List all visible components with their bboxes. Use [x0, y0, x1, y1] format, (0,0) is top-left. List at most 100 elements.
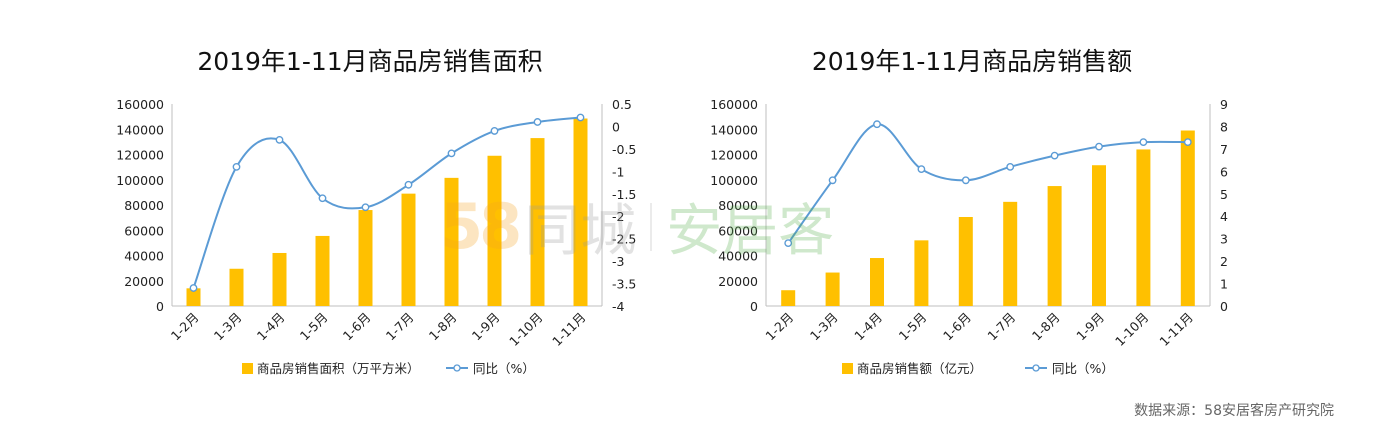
left-tick-label: 20000 [718, 274, 758, 289]
right-tick-label: -3 [612, 254, 624, 269]
x-tick-label: 1-5月 [896, 310, 930, 344]
yoy-point-1-6月 [961, 176, 970, 185]
data-source: 数据来源：58安居客房产研究院 [1134, 403, 1334, 419]
x-tick-label: 1-8月 [1029, 310, 1063, 344]
left-tick-label: 100000 [116, 173, 164, 188]
x-tick-label: 1-11月 [1156, 310, 1196, 350]
legend-bar-swatch [242, 363, 253, 374]
left-tick-label: 40000 [124, 249, 164, 264]
bar-1-10月 [530, 138, 545, 306]
bar-1-3月 [825, 272, 840, 306]
x-tick-label: 1-6月 [340, 310, 374, 344]
area-chart: 0 20000 40000 60000 80000 100000 120000 140000 1… [116, 97, 636, 376]
left-tick-label: 60000 [124, 223, 164, 238]
right-tick-label: 4 [1220, 209, 1228, 224]
right-tick-label: 6 [1220, 164, 1228, 179]
right-tick-label: 1 [1220, 277, 1228, 292]
right-tick-label: -3.5 [612, 277, 636, 292]
yoy-point-1-2月 [189, 284, 198, 292]
right-tick-label: -1.5 [612, 187, 636, 202]
x-tick-label: 1-5月 [297, 310, 331, 344]
yoy-point-1-8月 [447, 149, 456, 158]
legend-bar-label: 商品房销售额（亿元） [857, 361, 982, 376]
yoy-point-1-7月 [1006, 162, 1015, 171]
bar-1-9月 [1092, 165, 1106, 306]
right-tick-label: 7 [1220, 142, 1228, 157]
x-tick-label: 1-2月 [762, 310, 796, 344]
bar-1-5月 [315, 235, 330, 306]
yoy-point-1-9月 [490, 127, 499, 135]
yoy-point-1-5月 [917, 165, 926, 173]
left-tick-label: 160000 [116, 97, 164, 112]
right-tick-label: -4 [612, 299, 625, 314]
yoy-point-1-11月 [576, 113, 585, 122]
x-tick-label: 1-2月 [168, 310, 202, 344]
left-tick-label: 140000 [710, 122, 758, 137]
yoy-point-1-10月 [1139, 138, 1148, 147]
bar-1-6月 [358, 210, 373, 306]
left-tick-label: 20000 [124, 274, 164, 289]
right-tick-label: 8 [1220, 119, 1228, 134]
chart-title-sales: 2019年1-11月商品房销售额 [811, 47, 1133, 76]
chart-title-area: 2019年1-11月商品房销售面积 [197, 47, 543, 76]
left-tick-label: 120000 [116, 148, 164, 163]
right-tick-label: 0 [612, 119, 620, 134]
right-tick-label: 0.5 [612, 97, 632, 112]
bar-1-8月 [1047, 186, 1062, 306]
bar-1-2月 [781, 290, 796, 306]
right-tick-label: -2.5 [612, 232, 636, 247]
left-tick-label: 40000 [718, 249, 758, 264]
bar-1-5月 [914, 240, 929, 306]
bar-1-9月 [487, 155, 502, 306]
sales-chart: 0 20000 40000 60000 80000 100000 120000 140000 1… [710, 97, 1228, 376]
right-tick-label: -1 [612, 164, 624, 179]
right-tick-label: 2 [1220, 254, 1228, 269]
left-tick-label: 80000 [124, 198, 164, 213]
x-tick-label: 1-9月 [1073, 310, 1107, 344]
bar-1-2月 [186, 288, 201, 306]
x-tick-label: 1-6月 [940, 310, 974, 344]
x-tick-label: 1-10月 [506, 310, 546, 350]
yoy-point-1-11月 [1183, 138, 1192, 147]
yoy-point-1-7月 [404, 180, 413, 189]
bar-1-11月 [573, 118, 588, 306]
x-tick-label: 1-10月 [1112, 310, 1152, 350]
x-tick-label: 1-4月 [254, 310, 288, 344]
bar-1-6月 [958, 216, 973, 306]
yoy-point-1-9月 [1095, 142, 1103, 151]
right-tick-label: 0 [1220, 299, 1228, 314]
legend-bar-label: 商品房销售面积（万平方米） [257, 361, 420, 376]
right-tick-label: -2 [612, 209, 624, 224]
right-tick-label: 3 [1220, 232, 1228, 247]
left-tick-label: 0 [750, 299, 758, 314]
legend-line-marker [453, 364, 461, 372]
bar-1-7月 [401, 193, 416, 306]
bar-1-10月 [1136, 149, 1151, 306]
yoy-line [192, 116, 581, 289]
right-tick-label: 9 [1220, 97, 1228, 112]
yoy-point-1-4月 [275, 136, 284, 144]
yoy-point-1-10月 [533, 118, 542, 126]
left-tick-label: 60000 [718, 223, 758, 238]
bar-1-7月 [1003, 201, 1018, 306]
legend-line-marker [1032, 364, 1040, 372]
x-tick-label: 1-4月 [851, 310, 885, 344]
legend-line-label: 同比（%） [473, 361, 535, 376]
right-tick-label: 5 [1220, 187, 1228, 202]
x-tick-label: 1-8月 [426, 310, 460, 344]
bar-1-4月 [870, 258, 884, 306]
yoy-point-1-3月 [232, 162, 241, 171]
yoy-point-1-5月 [318, 194, 327, 203]
yoy-point-1-8月 [1050, 151, 1059, 160]
left-tick-label: 120000 [710, 148, 758, 163]
right-tick-label: -0.5 [612, 142, 636, 157]
left-tick-label: 80000 [718, 198, 758, 213]
yoy-point-1-3月 [828, 176, 837, 185]
x-tick-label: 1-11月 [549, 310, 589, 350]
yoy-point-1-4月 [873, 120, 881, 129]
left-tick-label: 100000 [710, 173, 758, 188]
left-tick-label: 0 [156, 299, 164, 314]
yoy-point-1-6月 [361, 203, 370, 212]
yoy-point-1-2月 [784, 239, 793, 248]
legend-line-label: 同比（%） [1052, 361, 1114, 376]
